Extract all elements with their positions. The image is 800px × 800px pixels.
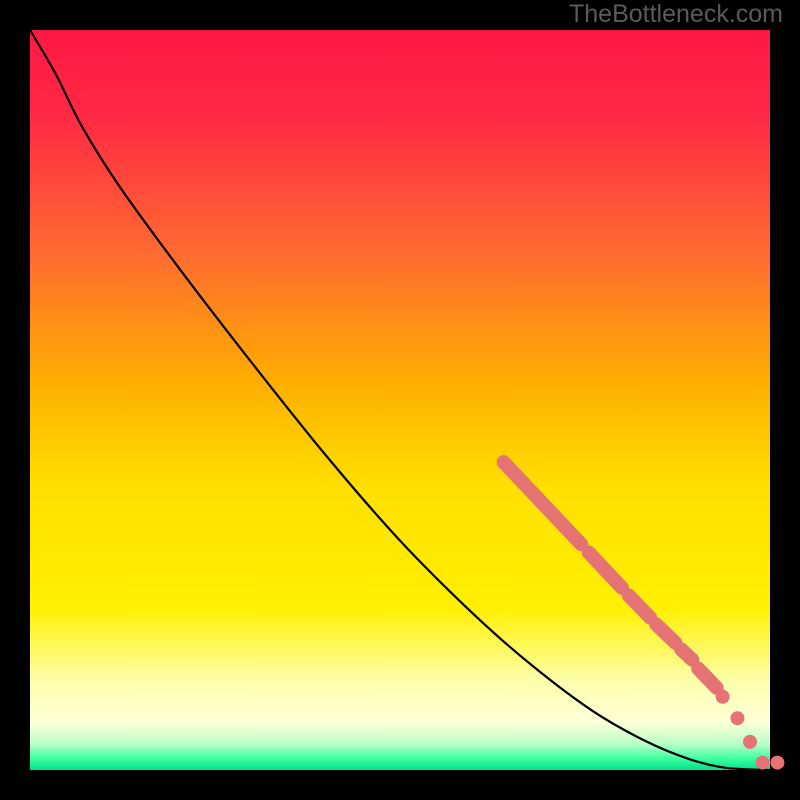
bottleneck-curve-chart bbox=[0, 0, 800, 800]
watermark-text: TheBottleneck.com bbox=[569, 0, 783, 29]
plot-background bbox=[30, 30, 770, 770]
marker-segment bbox=[681, 649, 692, 659]
